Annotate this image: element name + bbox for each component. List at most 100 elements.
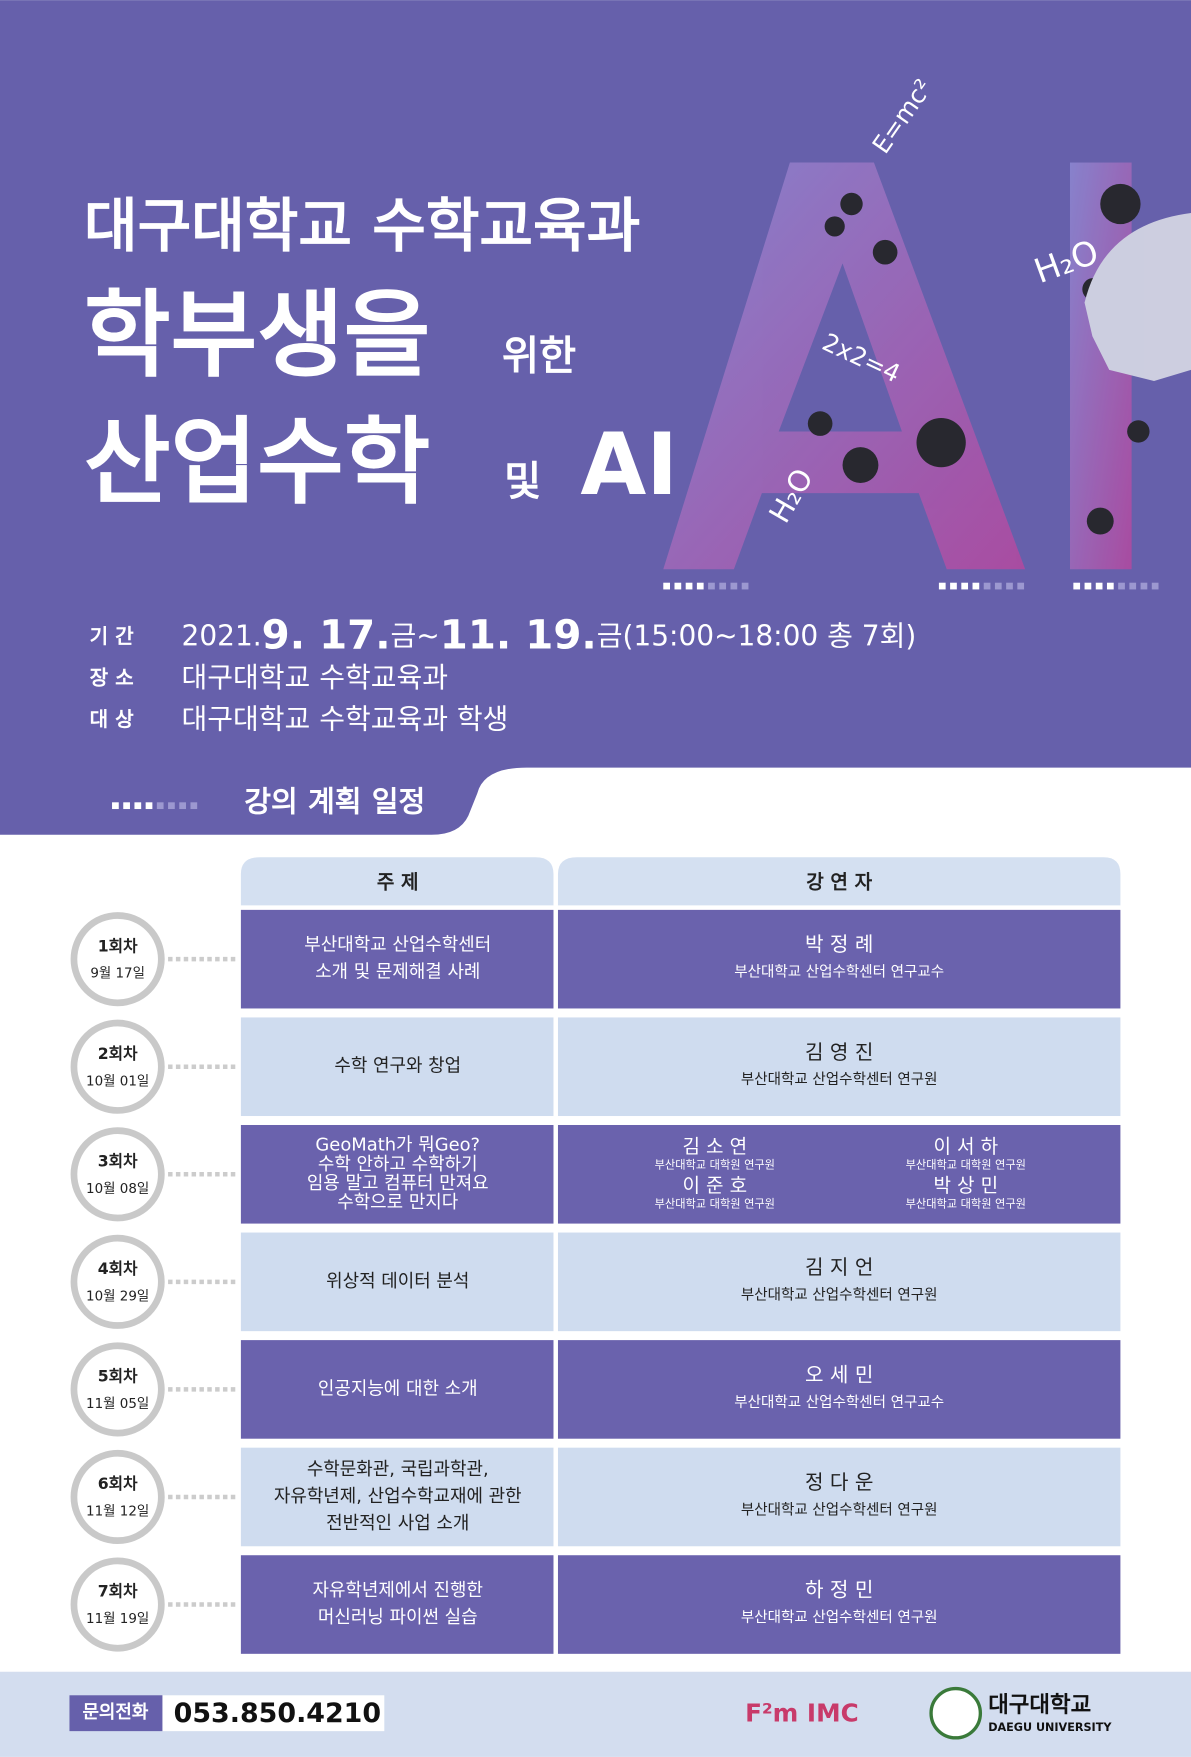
date: 10월 08일 (86, 1181, 149, 1197)
topic-line: 임용 말고 컴퓨터 만져요 (307, 1173, 489, 1194)
phone-bg (162, 1695, 385, 1732)
speaker-name: 박 상 민 (933, 1175, 998, 1197)
info-label: 대 상 (90, 707, 135, 731)
logo-text: DAEGU UNIVERSITY (988, 1721, 1112, 1734)
speaker-name: 오 세 민 (805, 1362, 873, 1386)
round-badge (70, 912, 165, 1007)
topic-line: 인공지능에 대한 소개 (318, 1378, 478, 1399)
ai-graphic (663, 162, 1191, 570)
dot (145, 802, 153, 810)
speaker-cell (557, 1124, 1121, 1224)
topic-line: 위상적 데이터 분석 (326, 1271, 469, 1292)
info-part: 9. 17. (262, 612, 391, 659)
dot (972, 582, 980, 590)
info: 기 간 2021.9. 17.금~11. 19.금(15:00~18:00 총 7… (90, 612, 917, 736)
date: 10월 01일 (86, 1073, 149, 1089)
table-header: 주 제 강 연 자 (240, 857, 1121, 906)
speaker-name: 박 정 례 (805, 932, 873, 956)
topic-line: 수학문화관, 국립과학관, (307, 1459, 489, 1480)
title: 학부생을 (84, 282, 430, 391)
column-header: 주 제 (377, 871, 419, 893)
dot (168, 802, 175, 810)
speaker-cell (557, 1447, 1121, 1547)
info-value: 대구대학교 수학교육과 (182, 661, 449, 694)
dot (1006, 582, 1013, 590)
title: 산업수학 (84, 408, 430, 517)
info-part: 대구대학교 수학교육과 학생 (182, 703, 509, 736)
dot (741, 582, 749, 590)
dot (134, 802, 142, 810)
topic-line: 수학으로 만지다 (337, 1192, 458, 1213)
speaker-affiliation: 부산대학교 대학원 연구원 (906, 1157, 1026, 1171)
round: 5회차 (98, 1367, 138, 1386)
dot (1073, 582, 1081, 590)
dot (1084, 582, 1092, 590)
round: 4회차 (98, 1259, 138, 1278)
date: 11월 12일 (86, 1504, 149, 1520)
info-part: 2021. (182, 620, 262, 653)
contact-label-bg (69, 1695, 163, 1732)
title: AI (580, 416, 678, 515)
dot (708, 582, 715, 590)
speaker-name: 하 정 민 (805, 1578, 873, 1602)
speaker-cell (557, 1340, 1121, 1439)
round-badge (70, 1019, 165, 1114)
dot (123, 802, 130, 810)
info-part: 대구대학교 수학교육과 (182, 661, 449, 694)
date: 11월 05일 (86, 1396, 149, 1412)
dot (994, 582, 1002, 590)
dot (983, 582, 991, 590)
round-badge (70, 1557, 165, 1652)
round-badge (70, 1234, 165, 1329)
topic-cell (240, 1232, 554, 1332)
dot (190, 802, 198, 810)
info-label: 장 소 (90, 666, 134, 690)
dot (685, 582, 693, 590)
dot (719, 582, 727, 590)
topic-line: 자유학년제에서 진행한 (313, 1580, 483, 1601)
dot (1106, 582, 1114, 590)
phone: 053.850.4210 (174, 1698, 381, 1729)
speaker-name: 김 영 진 (805, 1040, 873, 1064)
speaker-affiliation: 부산대학교 산업수학센터 연구교수 (734, 1394, 944, 1411)
date: 9월 17일 (90, 966, 145, 982)
topic-line: 자유학년제, 산업수학교재에 관한 (274, 1486, 522, 1507)
speaker-affiliation: 부산대학교 산업수학센터 연구원 (741, 1286, 938, 1303)
topic-line: 소개 및 문제해결 사례 (315, 962, 480, 983)
dot (961, 582, 969, 590)
speaker-affiliation: 부산대학교 대학원 연구원 (655, 1197, 775, 1211)
round: 6회차 (98, 1474, 138, 1493)
logo-emblem (929, 1686, 983, 1740)
topic-cell (240, 1124, 554, 1224)
speaker-affiliation: 부산대학교 산업수학센터 연구원 (741, 1609, 938, 1626)
speaker-name: 김 소 연 (683, 1136, 748, 1158)
contact-label: 문의전화 (82, 1702, 148, 1723)
speaker-cell (557, 1017, 1121, 1117)
header-bg (0, 0, 1191, 835)
speaker-affiliation: 부산대학교 산업수학센터 연구교수 (734, 964, 944, 981)
topic-line: GeoMath가 뭐Geo? (315, 1135, 480, 1156)
speaker-affiliation: 부산대학교 산업수학센터 연구원 (741, 1501, 938, 1518)
speaker-name: 정 다 운 (805, 1470, 873, 1494)
subtitle: 대구대학교 수학교육과 (84, 192, 640, 260)
dot (1140, 582, 1148, 590)
info-value: 대구대학교 수학교육과 학생 (182, 703, 509, 736)
dot (663, 582, 671, 590)
topic-line: 수학 연구와 창업 (334, 1056, 461, 1077)
dot (696, 582, 704, 590)
topic-cell (240, 1447, 554, 1547)
dot (112, 802, 119, 810)
topic-cell (240, 1017, 554, 1117)
speaker-cell (557, 1555, 1121, 1654)
speaker-affiliation: 부산대학교 산업수학센터 연구원 (741, 1071, 938, 1088)
topic-cell (240, 1555, 554, 1654)
dot (938, 582, 946, 590)
info-part: 금~ (391, 620, 440, 653)
dot (1118, 582, 1125, 590)
section-title: 강의 계획 일정 (244, 784, 425, 818)
topic-line: 전반적인 사업 소개 (326, 1513, 469, 1534)
dot (1129, 582, 1137, 590)
speaker-affiliation: 부산대학교 대학원 연구원 (906, 1197, 1026, 1211)
dot (156, 802, 164, 810)
